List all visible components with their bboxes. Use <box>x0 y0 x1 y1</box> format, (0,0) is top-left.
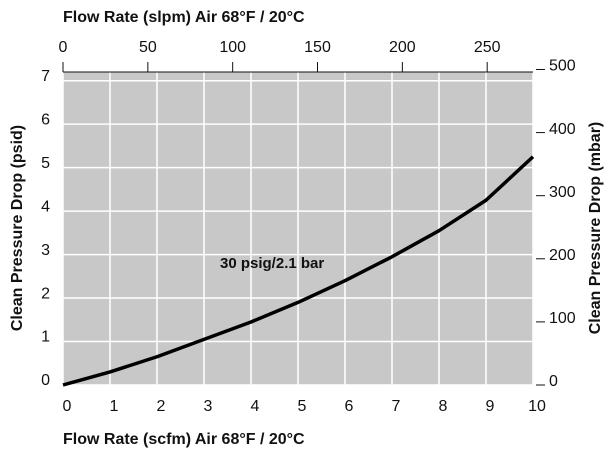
x-tick-label: 1 <box>110 398 119 415</box>
x-tick-label: 8 <box>439 398 448 415</box>
curve <box>62 155 535 387</box>
y-tick-label: 6 <box>41 111 50 128</box>
x2-tick-label: 0 <box>59 39 68 56</box>
y2-tick-label: 400 <box>549 121 576 138</box>
left-axis-label: Clean Pressure Drop (psid) <box>9 125 26 331</box>
y2-tick-label: 300 <box>549 184 576 201</box>
y-tick-label: 1 <box>41 329 50 346</box>
y-tick-label: 5 <box>41 155 50 172</box>
y-tick-label: 4 <box>41 198 50 215</box>
x2-tick-label: 200 <box>389 39 416 56</box>
x-tick-label: 3 <box>204 398 213 415</box>
y2-tick-label: 500 <box>549 58 576 75</box>
x2-tick-label: 150 <box>304 39 331 56</box>
y2-tick-label: 0 <box>549 373 558 390</box>
y-tick-label: 2 <box>41 285 50 302</box>
y-tick-label: 3 <box>41 242 50 259</box>
top-axis-label: Flow Rate (slpm) Air 68°F / 20°C <box>63 9 305 26</box>
x2-tick-label: 100 <box>219 39 246 56</box>
x-tick-label: 5 <box>298 398 307 415</box>
y-tick-label: 0 <box>41 372 50 389</box>
x-tick-label: 2 <box>157 398 166 415</box>
y-tick-label: 7 <box>41 68 50 85</box>
right-axis-label: Clean Pressure Drop (mbar) <box>587 122 604 335</box>
x-tick-label: 9 <box>486 398 495 415</box>
x-tick-label: 0 <box>63 398 72 415</box>
y2-tick-label: 200 <box>549 247 576 264</box>
x-tick-label: 4 <box>251 398 260 415</box>
x-tick-label: 7 <box>392 398 401 415</box>
x-tick-label: 6 <box>345 398 354 415</box>
x-tick-label: 10 <box>528 398 546 415</box>
x2-tick-label: 50 <box>139 39 157 56</box>
y2-tick-label: 100 <box>549 310 576 327</box>
x2-tick-label: 250 <box>474 39 501 56</box>
annotation: 30 psig/2.1 bar <box>220 255 324 272</box>
bottom-axis-label: Flow Rate (scfm) Air 68°F / 20°C <box>63 431 305 448</box>
